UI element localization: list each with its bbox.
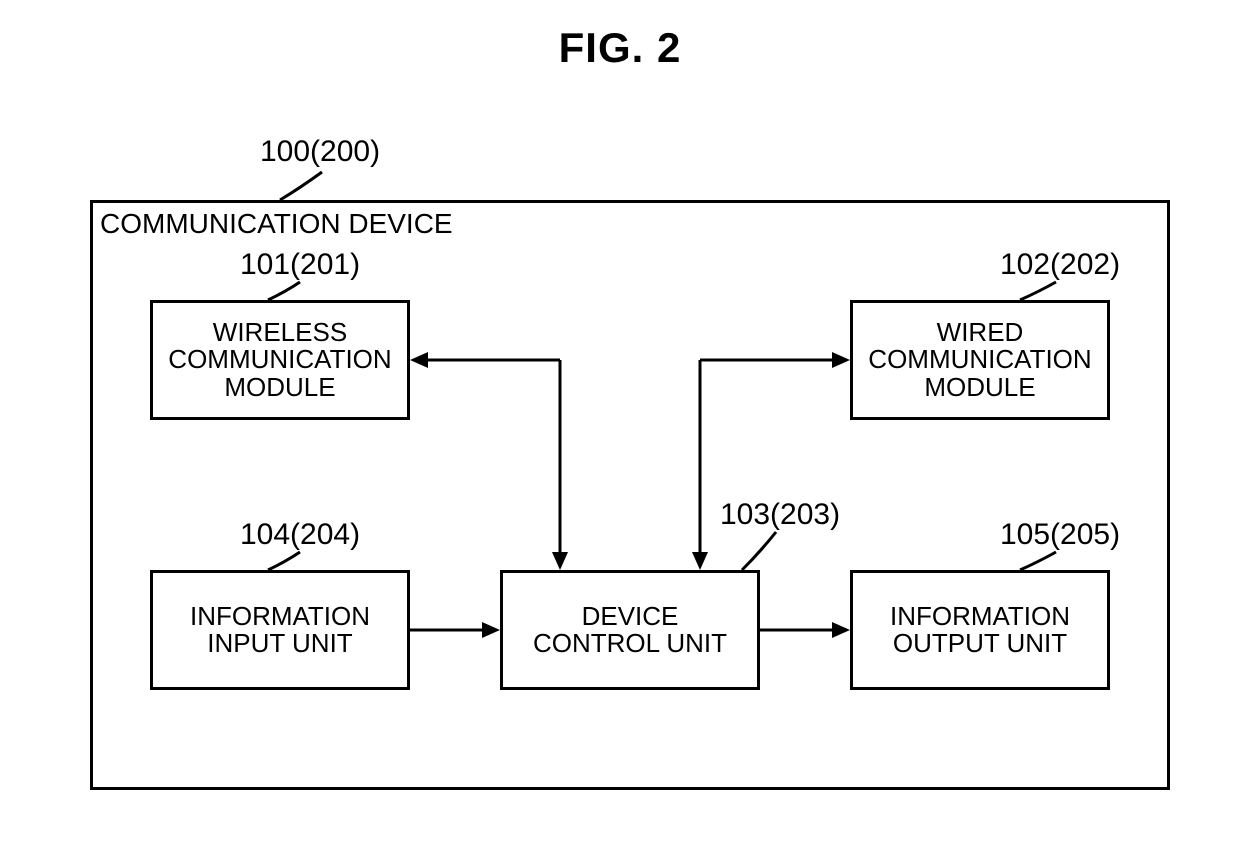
figure-page: FIG. 2 100(200) COMMUNICATION DEVICE WIR… [0,0,1240,841]
output-ref-leader [0,0,1240,841]
